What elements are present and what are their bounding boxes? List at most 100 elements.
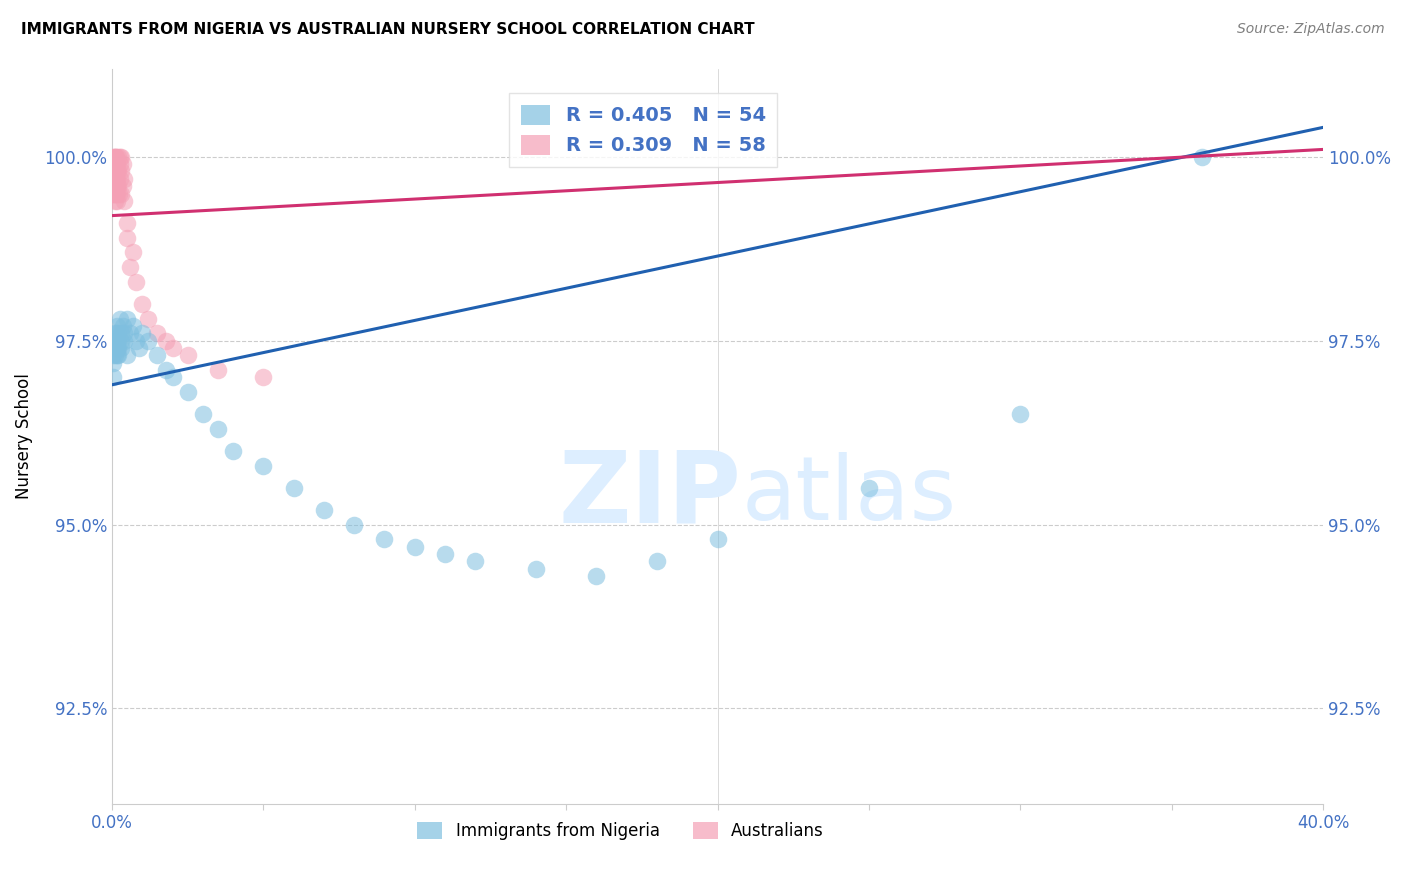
Point bbox=[128, 341, 150, 355]
Point bbox=[103, 164, 125, 178]
Point bbox=[103, 164, 125, 178]
Point bbox=[108, 150, 131, 164]
Point bbox=[104, 186, 127, 201]
Point bbox=[103, 179, 125, 194]
Point bbox=[155, 334, 177, 348]
Text: Source: ZipAtlas.com: Source: ZipAtlas.com bbox=[1237, 22, 1385, 37]
Point bbox=[110, 334, 132, 348]
Point bbox=[107, 150, 129, 164]
Point bbox=[104, 179, 127, 194]
Point bbox=[104, 326, 127, 341]
Point bbox=[110, 164, 132, 178]
Point bbox=[104, 171, 127, 186]
Point bbox=[104, 194, 127, 208]
Point bbox=[105, 179, 128, 194]
Point bbox=[105, 186, 128, 201]
Point bbox=[115, 216, 138, 230]
Point bbox=[146, 326, 169, 341]
Point bbox=[105, 171, 128, 186]
Point bbox=[162, 370, 184, 384]
Point bbox=[103, 356, 125, 370]
Point bbox=[645, 554, 668, 568]
Point bbox=[103, 171, 125, 186]
Point bbox=[105, 179, 128, 194]
Point bbox=[104, 157, 127, 171]
Point bbox=[176, 385, 198, 400]
Point bbox=[110, 326, 132, 341]
Point bbox=[136, 334, 159, 348]
Point bbox=[1010, 407, 1032, 421]
Point bbox=[103, 157, 125, 171]
Point bbox=[131, 326, 153, 341]
Point bbox=[104, 171, 127, 186]
Point bbox=[101, 171, 124, 186]
Point bbox=[115, 230, 138, 244]
Text: atlas: atlas bbox=[742, 451, 957, 539]
Point bbox=[105, 334, 128, 348]
Point bbox=[110, 186, 132, 201]
Point bbox=[120, 326, 142, 341]
Point bbox=[343, 517, 366, 532]
Text: IMMIGRANTS FROM NIGERIA VS AUSTRALIAN NURSERY SCHOOL CORRELATION CHART: IMMIGRANTS FROM NIGERIA VS AUSTRALIAN NU… bbox=[21, 22, 755, 37]
Point bbox=[103, 186, 125, 201]
Point bbox=[107, 348, 129, 362]
Point bbox=[464, 554, 486, 568]
Point bbox=[125, 275, 148, 289]
Point bbox=[252, 458, 274, 473]
Point bbox=[103, 326, 125, 341]
Point bbox=[112, 334, 135, 348]
Point bbox=[146, 348, 169, 362]
Point bbox=[155, 363, 177, 377]
Point bbox=[110, 341, 132, 355]
Point bbox=[107, 326, 129, 341]
Point bbox=[104, 186, 127, 201]
Point bbox=[107, 164, 129, 178]
Text: ZIP: ZIP bbox=[560, 447, 742, 543]
Point bbox=[111, 318, 134, 333]
Point bbox=[283, 481, 305, 495]
Point bbox=[104, 341, 127, 355]
Point bbox=[105, 157, 128, 171]
Point bbox=[107, 318, 129, 333]
Point bbox=[111, 179, 134, 194]
Point bbox=[107, 186, 129, 201]
Point bbox=[104, 334, 127, 348]
Point bbox=[103, 150, 125, 164]
Point bbox=[252, 370, 274, 384]
Point bbox=[115, 311, 138, 326]
Point bbox=[107, 194, 129, 208]
Point bbox=[858, 481, 880, 495]
Point bbox=[222, 444, 245, 458]
Point bbox=[122, 318, 145, 333]
Point bbox=[434, 547, 457, 561]
Point bbox=[131, 297, 153, 311]
Point bbox=[108, 311, 131, 326]
Point bbox=[112, 326, 135, 341]
Point bbox=[524, 561, 547, 575]
Point bbox=[191, 407, 214, 421]
Point bbox=[207, 363, 229, 377]
Point bbox=[125, 334, 148, 348]
Point bbox=[107, 334, 129, 348]
Point bbox=[162, 341, 184, 355]
Point bbox=[1191, 150, 1213, 164]
Point bbox=[112, 171, 135, 186]
Point bbox=[107, 179, 129, 194]
Point bbox=[104, 348, 127, 362]
Point bbox=[105, 164, 128, 178]
Point bbox=[122, 245, 145, 260]
Point bbox=[373, 533, 395, 547]
Point bbox=[103, 370, 125, 384]
Point bbox=[112, 194, 135, 208]
Point bbox=[101, 186, 124, 201]
Legend: R = 0.405   N = 54, R = 0.309   N = 58: R = 0.405 N = 54, R = 0.309 N = 58 bbox=[509, 93, 778, 167]
Point bbox=[120, 260, 142, 274]
Point bbox=[107, 341, 129, 355]
Y-axis label: Nursery School: Nursery School bbox=[15, 374, 32, 500]
Point bbox=[110, 150, 132, 164]
Point bbox=[103, 164, 125, 178]
Point bbox=[104, 150, 127, 164]
Point bbox=[585, 569, 607, 583]
Point bbox=[104, 150, 127, 164]
Point bbox=[136, 311, 159, 326]
